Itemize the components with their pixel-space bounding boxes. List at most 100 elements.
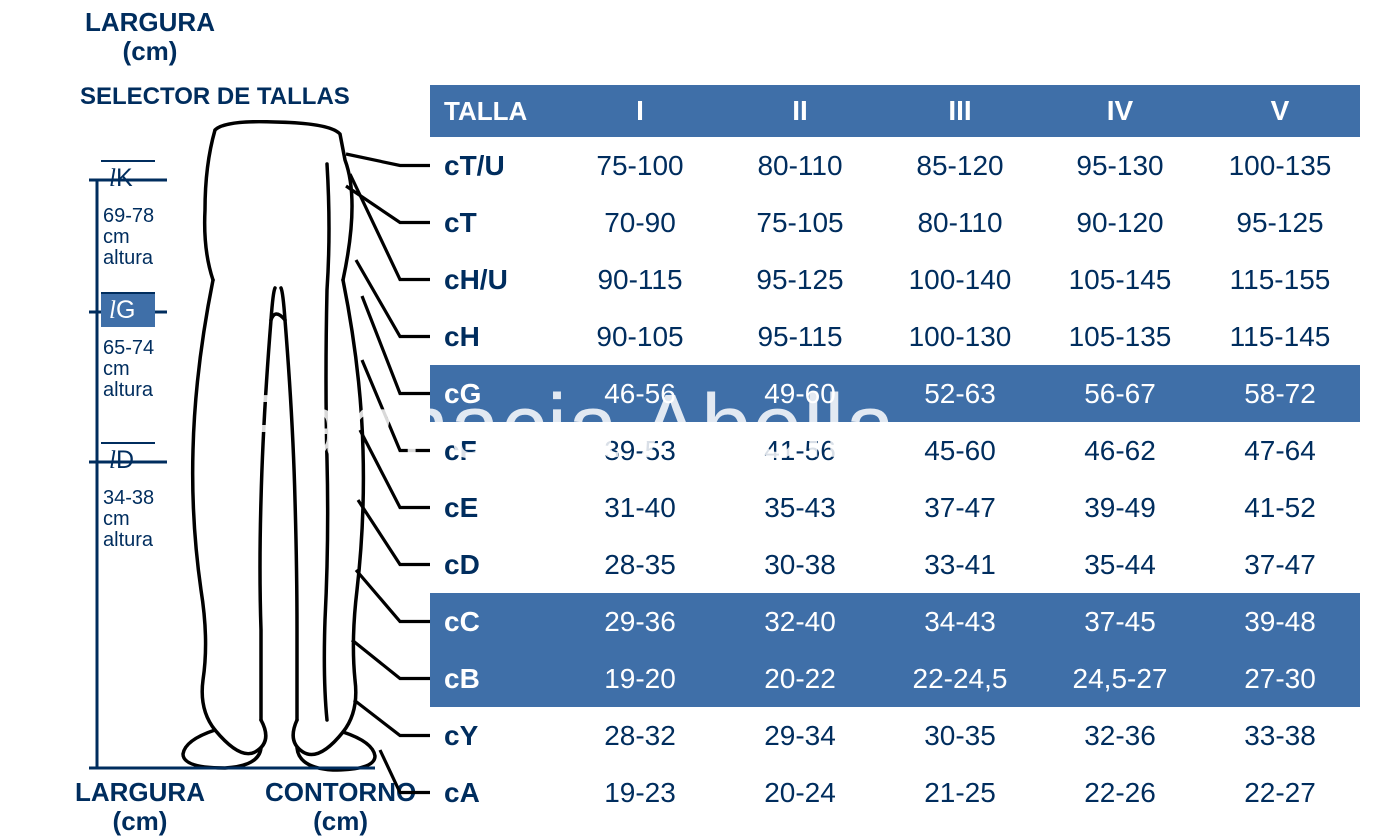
row-label: cG [430,378,560,410]
table-row: cC29-3632-4034-4337-4539-48 [430,593,1360,650]
range-lg-value: 65-74 [103,337,154,359]
range-lk-cm: cm [103,226,130,248]
row-label: cH [430,321,560,353]
range-ld-cm: cm [103,508,130,530]
row-value: 24,5-27 [1040,663,1200,695]
row-value: 32-36 [1040,720,1200,752]
row-value: 95-125 [1200,207,1360,239]
row-value: 37-47 [1200,549,1360,581]
table-row: cT70-9075-10580-11090-12095-125 [430,194,1360,251]
row-value: 19-20 [560,663,720,695]
row-label: cF [430,435,560,467]
largura-top-unit: (cm) [123,36,178,66]
label-lg-prefix: l [109,297,116,324]
table-header-col: IV [1040,95,1200,127]
row-label: cD [430,549,560,581]
row-value: 105-145 [1040,264,1200,296]
table-row: cE31-4035-4337-4739-4941-52 [430,479,1360,536]
row-value: 115-145 [1200,321,1360,353]
label-ld-prefix: l [109,447,116,474]
table-header-col: V [1200,95,1360,127]
row-value: 105-135 [1040,321,1200,353]
table-header-col: I [560,95,720,127]
table-row: cT/U75-10080-11085-12095-130100-135 [430,137,1360,194]
row-value: 47-64 [1200,435,1360,467]
row-value: 39-49 [1040,492,1200,524]
row-value: 41-52 [1200,492,1360,524]
table-header-label: TALLA [430,96,560,127]
row-value: 70-90 [560,207,720,239]
label-ld: lD [101,442,155,477]
row-value: 75-100 [560,150,720,182]
row-label: cE [430,492,560,524]
row-value: 31-40 [560,492,720,524]
contorno-bottom-label: CONTORNO (cm) [265,778,416,835]
row-value: 75-105 [720,207,880,239]
contorno-bottom-unit: (cm) [313,806,368,836]
row-label: cH/U [430,264,560,296]
row-value: 22-27 [1200,777,1360,809]
row-value: 29-36 [560,606,720,638]
label-lk-prefix: l [109,165,116,192]
row-value: 100-140 [880,264,1040,296]
largura-bottom-text: LARGURA [75,777,205,807]
table-header-col: III [880,95,1040,127]
row-value: 95-130 [1040,150,1200,182]
table-row: cF39-5341-5645-6046-6247-64 [430,422,1360,479]
row-value: 90-105 [560,321,720,353]
row-value: 49-60 [720,378,880,410]
row-value: 90-120 [1040,207,1200,239]
table-row: cD28-3530-3833-4135-4437-47 [430,536,1360,593]
row-value: 46-62 [1040,435,1200,467]
label-lg: lG [101,292,155,327]
table-row: cH/U90-11595-125100-140105-145115-155 [430,251,1360,308]
row-value: 95-125 [720,264,880,296]
largura-top-text: LARGURA [85,7,215,37]
row-value: 100-130 [880,321,1040,353]
row-value: 30-38 [720,549,880,581]
range-lk: 69-78 cm altura [103,206,154,269]
row-value: 30-35 [880,720,1040,752]
row-value: 41-56 [720,435,880,467]
selector-subtitle: SELECTOR DE TALLAS [80,83,350,111]
label-ld-letter: D [116,446,134,474]
range-lg: 65-74 cm altura [103,338,154,401]
row-value: 19-23 [560,777,720,809]
row-value: 39-53 [560,435,720,467]
row-value: 22-24,5 [880,663,1040,695]
row-value: 90-115 [560,264,720,296]
label-lk: lK [101,160,155,195]
row-label: cC [430,606,560,638]
row-value: 34-43 [880,606,1040,638]
table-header-row: TALLAIIIIIIIVV [430,85,1360,137]
table-row: cY28-3229-3430-3532-3633-38 [430,707,1360,764]
row-value: 80-110 [880,207,1040,239]
row-label: cB [430,663,560,695]
table-row: cH90-10595-115100-130105-135115-145 [430,308,1360,365]
row-value: 21-25 [880,777,1040,809]
label-lk-letter: K [116,164,133,192]
row-value: 37-47 [880,492,1040,524]
largura-bottom-label: LARGURA (cm) [75,778,205,835]
row-value: 28-35 [560,549,720,581]
row-value: 39-48 [1200,606,1360,638]
row-value: 27-30 [1200,663,1360,695]
label-lg-letter: G [116,296,135,324]
row-value: 33-38 [1200,720,1360,752]
row-value: 95-115 [720,321,880,353]
row-value: 35-44 [1040,549,1200,581]
range-ld: 34-38 cm altura [103,488,154,551]
range-lg-cm: cm [103,358,130,380]
range-lk-altura: altura [103,247,153,269]
row-value: 56-67 [1040,378,1200,410]
row-label: cT/U [430,150,560,182]
row-value: 28-32 [560,720,720,752]
row-value: 80-110 [720,150,880,182]
row-value: 100-135 [1200,150,1360,182]
row-value: 29-34 [720,720,880,752]
row-label: cA [430,777,560,809]
row-value: 22-26 [1040,777,1200,809]
range-lg-altura: altura [103,379,153,401]
range-lk-value: 69-78 [103,205,154,227]
row-value: 46-56 [560,378,720,410]
